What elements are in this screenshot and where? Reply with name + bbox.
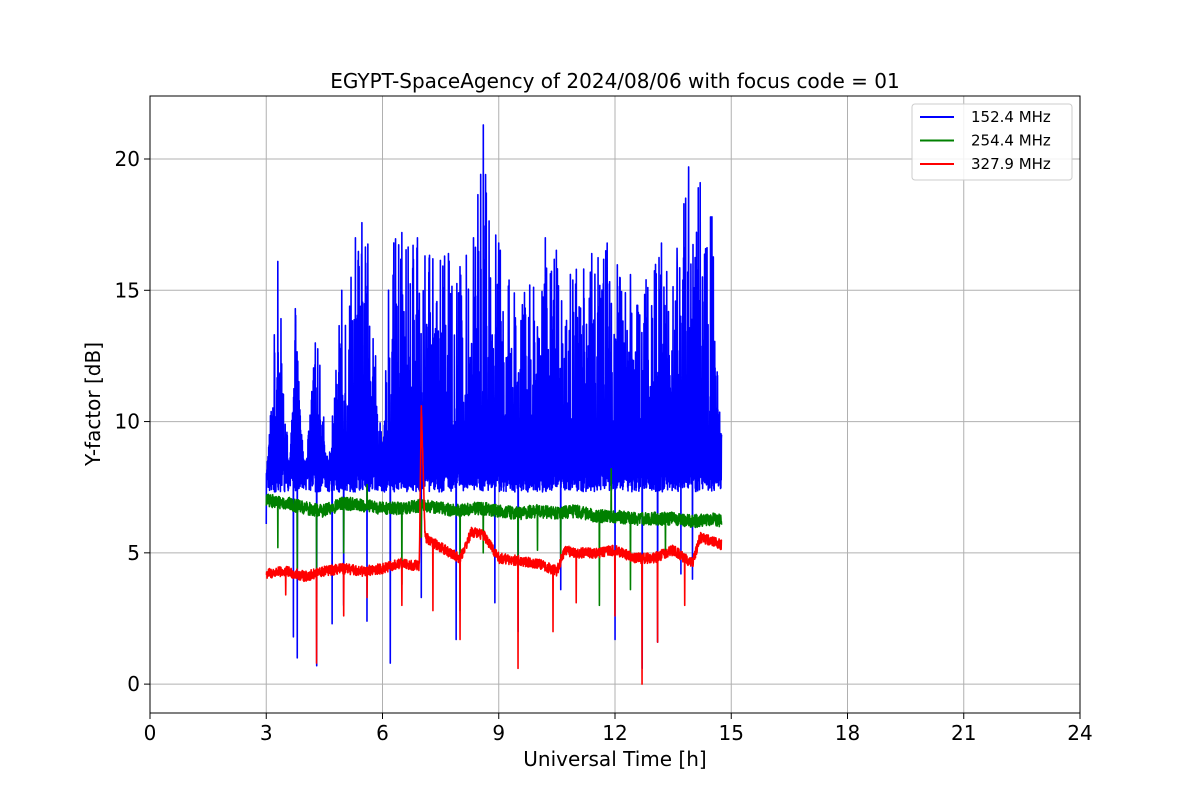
x-tick-label: 0 xyxy=(144,721,157,745)
legend-label-3: 327.9 MHz xyxy=(971,155,1051,173)
series-layer xyxy=(265,124,723,685)
tick-layer: 0 3 6 9 12 15 18 21 24 0 5 10 15 20 xyxy=(115,147,1093,745)
y-tick-label: 20 xyxy=(115,147,140,171)
legend: 152.4 MHz 254.4 MHz 327.9 MHz xyxy=(911,103,1073,181)
series-line-2 xyxy=(265,468,723,612)
y-tick-label: 5 xyxy=(127,541,140,565)
y-tick-label: 15 xyxy=(115,278,140,302)
legend-items: 152.4 MHz 254.4 MHz 327.9 MHz xyxy=(920,108,1051,173)
x-tick-label: 18 xyxy=(835,721,860,745)
legend-label-2: 254.4 MHz xyxy=(971,132,1051,150)
legend-box xyxy=(911,103,1073,181)
chart-title: EGYPT-SpaceAgency of 2024/08/06 with foc… xyxy=(330,69,899,93)
x-axis-label: Universal Time [h] xyxy=(523,747,706,771)
x-tick-label: 3 xyxy=(260,721,273,745)
y-tick-label: 0 xyxy=(127,672,140,696)
y-axis-label: Y-factor [dB] xyxy=(81,342,105,467)
x-tick-label: 24 xyxy=(1067,721,1092,745)
legend-label-1: 152.4 MHz xyxy=(971,108,1051,126)
x-tick-label: 6 xyxy=(376,721,389,745)
y-tick-label: 10 xyxy=(115,410,140,434)
x-tick-label: 12 xyxy=(602,721,627,745)
series-line-1 xyxy=(265,124,723,670)
x-tick-label: 21 xyxy=(951,721,976,745)
x-tick-label: 9 xyxy=(492,721,505,745)
series-line-3 xyxy=(265,405,723,685)
x-tick-label: 15 xyxy=(719,721,744,745)
